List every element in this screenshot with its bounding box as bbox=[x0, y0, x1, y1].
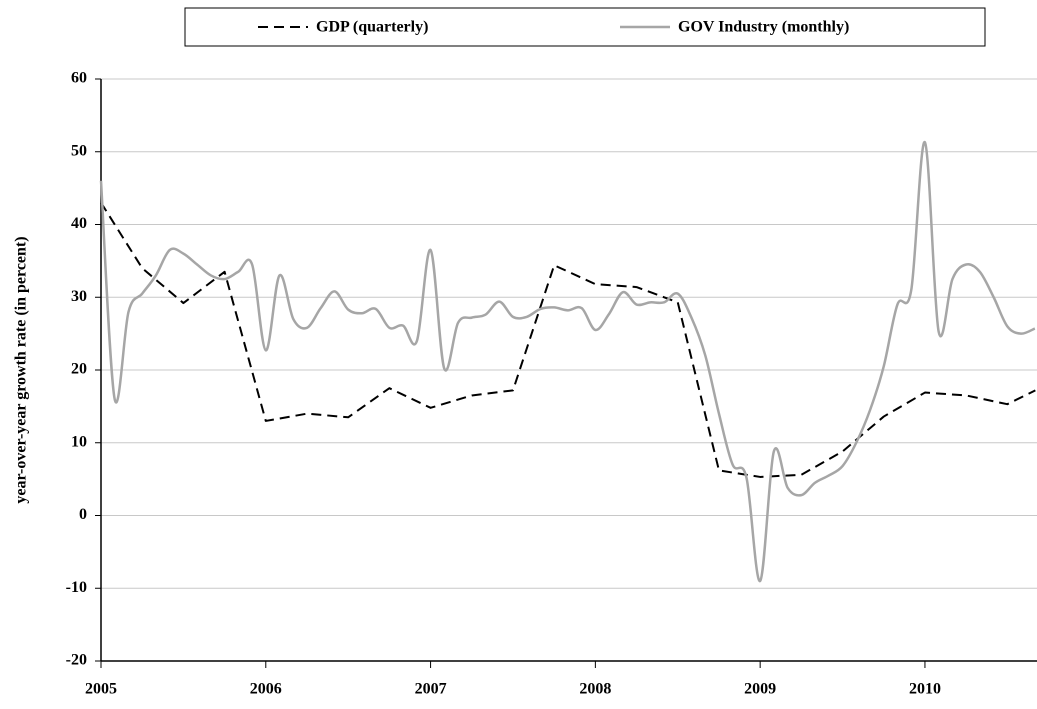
x-tick-label: 2005 bbox=[85, 681, 117, 698]
y-axis-label: year-over-year growth rate (in percent) bbox=[13, 236, 30, 503]
y-tick-label: 60 bbox=[71, 70, 87, 87]
legend-box bbox=[184, 7, 986, 47]
x-tick-label: 2007 bbox=[415, 681, 447, 698]
y-tick-label: 0 bbox=[79, 506, 87, 523]
y-tick-label: 10 bbox=[71, 433, 87, 450]
legend-label: GOV Industry (monthly) bbox=[678, 19, 849, 36]
series-line bbox=[99, 141, 1036, 583]
y-tick-label: -10 bbox=[66, 579, 87, 596]
x-tick-label: 2008 bbox=[579, 681, 611, 698]
y-tick-label: 20 bbox=[71, 361, 87, 378]
y-tick-label: 50 bbox=[71, 142, 87, 159]
y-tick-label: -20 bbox=[66, 652, 87, 669]
x-tick-label: 2009 bbox=[744, 681, 776, 698]
y-tick-label: 30 bbox=[71, 288, 87, 305]
x-tick-label: 2006 bbox=[250, 681, 282, 698]
y-tick-label: 40 bbox=[71, 215, 87, 232]
series-line bbox=[100, 202, 1036, 478]
x-tick-label: 2010 bbox=[909, 681, 941, 698]
legend-label: GDP (quarterly) bbox=[316, 19, 428, 36]
